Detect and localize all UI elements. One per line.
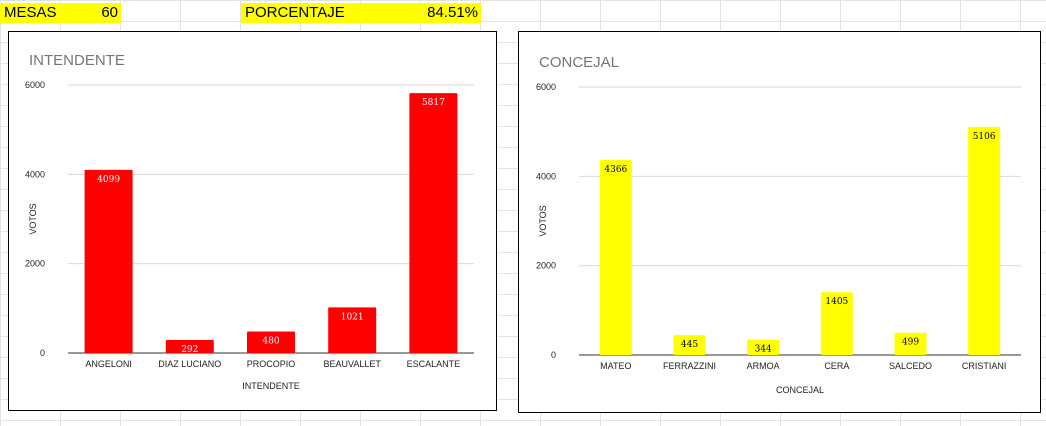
bar-angeloni — [84, 169, 133, 353]
y-axis-title: VOTOS — [538, 205, 548, 236]
bar-armoa — [747, 339, 780, 355]
category-label-cristiani: CRISTIANI — [962, 361, 1007, 371]
chart-title: INTENDENTE — [29, 52, 125, 69]
data-label-salcedo: 499 — [902, 338, 919, 348]
chart-svg: INTENDENTE 0 2000 4000 6000 VOTOS INTENDENTE 40… — [25, 52, 474, 391]
category-label-salcedo: SALCEDO — [889, 361, 932, 371]
data-label-armoa: 344 — [755, 345, 772, 355]
porcentaje-label-cell[interactable]: PORCENTAJE — [241, 3, 421, 23]
data-label-mateo: 4366 — [604, 165, 627, 175]
category-label-escalante: ESCALANTE — [407, 359, 461, 369]
data-label-cristiani: 5106 — [973, 132, 996, 142]
y-axis-title: VOTOS — [28, 203, 38, 234]
category-label-diaz-luciano: DIAZ LUCIANO — [158, 359, 221, 369]
y-tick-label: 6000 — [25, 80, 45, 90]
bar-escalante — [409, 93, 458, 353]
concejal-chart[interactable]: CONCEJAL 0 2000 4000 6000 VOTOS CONCEJAL 4366 MA… — [518, 31, 1041, 413]
bar-cristiani — [968, 126, 1001, 355]
bar-beauvallet — [328, 307, 377, 353]
y-tick-label: 0 — [551, 350, 556, 360]
data-label-procopio: 480 — [262, 337, 279, 347]
x-axis-title: INTENDENTE — [242, 381, 300, 391]
bar-procopio — [247, 331, 295, 353]
data-label-angeloni: 4099 — [97, 175, 120, 185]
data-label-ferrazzini: 445 — [681, 340, 698, 350]
category-label-procopio: PROCOPIO — [247, 359, 296, 369]
category-label-cera: CERA — [824, 361, 849, 371]
category-label-mateo: MATEO — [600, 361, 631, 371]
bar-diaz-luciano — [165, 339, 214, 353]
bar-salcedo — [894, 332, 927, 355]
intendente-chart[interactable]: INTENDENTE 0 2000 4000 6000 VOTOS INTENDENTE 40… — [8, 31, 497, 411]
y-tick-label: 0 — [40, 348, 45, 358]
bar-mateo — [599, 159, 632, 355]
mesas-value-cell[interactable]: 60 — [60, 3, 121, 23]
category-label-armoa: ARMOA — [747, 361, 780, 371]
data-label-escalante: 5817 — [422, 98, 445, 108]
chart-svg: CONCEJAL 0 2000 4000 6000 VOTOS CONCEJAL 4366 MA… — [536, 54, 1021, 395]
bar-cera — [820, 292, 853, 355]
porcentaje-value-cell[interactable]: 84.51% — [421, 3, 481, 23]
chart-title: CONCEJAL — [539, 54, 619, 71]
x-axis-title: CONCEJAL — [776, 385, 824, 395]
y-tick-label: 2000 — [25, 259, 45, 269]
y-tick-label: 2000 — [536, 261, 556, 271]
y-tick-label: 6000 — [536, 82, 556, 92]
y-tick-label: 4000 — [536, 171, 556, 181]
mesas-label-cell[interactable]: MESAS — [0, 3, 60, 23]
data-label-diaz-luciano: 292 — [181, 345, 198, 355]
data-label-cera: 1405 — [825, 297, 848, 307]
category-label-angeloni: ANGELONI — [85, 359, 132, 369]
data-label-beauvallet: 1021 — [341, 312, 364, 322]
y-tick-label: 4000 — [25, 169, 45, 179]
category-label-ferrazzini: FERRAZZINI — [663, 361, 716, 371]
bar-ferrazzini — [673, 335, 706, 355]
category-label-beauvallet: BEAUVALLET — [324, 359, 382, 369]
